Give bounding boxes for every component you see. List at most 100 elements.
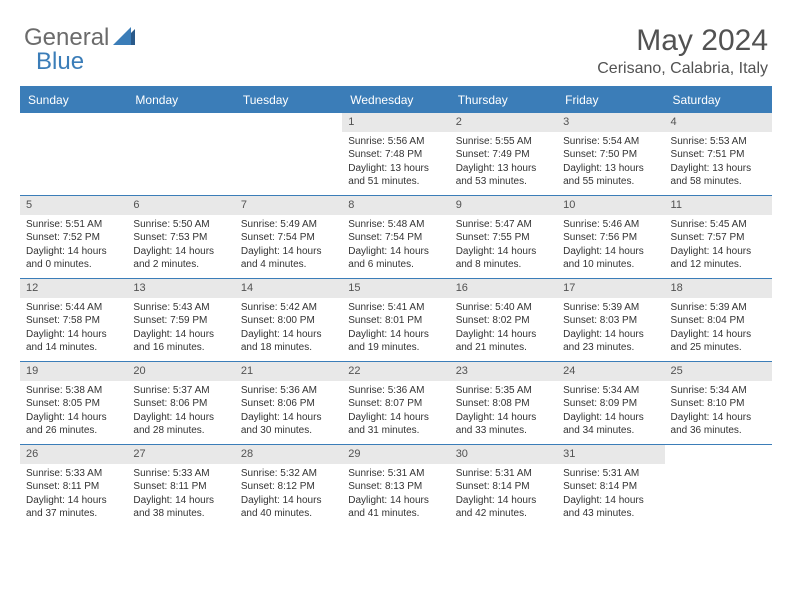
day-cell: 10Sunrise: 5:46 AMSunset: 7:56 PMDayligh… (557, 196, 664, 278)
sunset-line: Sunset: 8:02 PM (456, 314, 551, 328)
day-body: Sunrise: 5:37 AMSunset: 8:06 PMDaylight:… (127, 381, 234, 444)
weekday-monday: Monday (127, 88, 234, 112)
sunrise-line: Sunrise: 5:55 AM (456, 135, 551, 149)
header: General May 2024 Cerisano, Calabria, Ita… (0, 0, 792, 86)
logo-triangle-icon (113, 27, 135, 50)
sunrise-line: Sunrise: 5:31 AM (563, 467, 658, 481)
daylight-line: Daylight: 14 hours and 42 minutes. (456, 494, 551, 521)
sunrise-line: Sunrise: 5:46 AM (563, 218, 658, 232)
day-cell: 4Sunrise: 5:53 AMSunset: 7:51 PMDaylight… (665, 113, 772, 195)
day-cell: 20Sunrise: 5:37 AMSunset: 8:06 PMDayligh… (127, 362, 234, 444)
day-body: Sunrise: 5:38 AMSunset: 8:05 PMDaylight:… (20, 381, 127, 444)
day-cell: 12Sunrise: 5:44 AMSunset: 7:58 PMDayligh… (20, 279, 127, 361)
sunrise-line: Sunrise: 5:48 AM (348, 218, 443, 232)
weekday-friday: Friday (557, 88, 664, 112)
sunrise-line: Sunrise: 5:33 AM (26, 467, 121, 481)
weeks-container: 1Sunrise: 5:56 AMSunset: 7:48 PMDaylight… (20, 112, 772, 527)
day-cell: 29Sunrise: 5:31 AMSunset: 8:13 PMDayligh… (342, 445, 449, 527)
day-body: Sunrise: 5:42 AMSunset: 8:00 PMDaylight:… (235, 298, 342, 361)
sunset-line: Sunset: 7:49 PM (456, 148, 551, 162)
daylight-line: Daylight: 13 hours and 55 minutes. (563, 162, 658, 189)
day-cell: 8Sunrise: 5:48 AMSunset: 7:54 PMDaylight… (342, 196, 449, 278)
day-body: Sunrise: 5:54 AMSunset: 7:50 PMDaylight:… (557, 132, 664, 195)
daylight-line: Daylight: 14 hours and 16 minutes. (133, 328, 228, 355)
sunrise-line: Sunrise: 5:53 AM (671, 135, 766, 149)
sunrise-line: Sunrise: 5:31 AM (348, 467, 443, 481)
sunrise-line: Sunrise: 5:36 AM (348, 384, 443, 398)
day-cell: 2Sunrise: 5:55 AMSunset: 7:49 PMDaylight… (450, 113, 557, 195)
day-cell: 1Sunrise: 5:56 AMSunset: 7:48 PMDaylight… (342, 113, 449, 195)
weekday-thursday: Thursday (450, 88, 557, 112)
day-body: Sunrise: 5:51 AMSunset: 7:52 PMDaylight:… (20, 215, 127, 278)
day-body: Sunrise: 5:35 AMSunset: 8:08 PMDaylight:… (450, 381, 557, 444)
day-body: Sunrise: 5:56 AMSunset: 7:48 PMDaylight:… (342, 132, 449, 195)
day-number: 16 (450, 279, 557, 298)
day-number: 24 (557, 362, 664, 381)
daylight-line: Daylight: 14 hours and 31 minutes. (348, 411, 443, 438)
sunrise-line: Sunrise: 5:49 AM (241, 218, 336, 232)
sunset-line: Sunset: 8:14 PM (456, 480, 551, 494)
daylight-line: Daylight: 14 hours and 14 minutes. (26, 328, 121, 355)
day-cell: 6Sunrise: 5:50 AMSunset: 7:53 PMDaylight… (127, 196, 234, 278)
day-cell: 5Sunrise: 5:51 AMSunset: 7:52 PMDaylight… (20, 196, 127, 278)
sunset-line: Sunset: 7:51 PM (671, 148, 766, 162)
day-body: Sunrise: 5:39 AMSunset: 8:03 PMDaylight:… (557, 298, 664, 361)
day-cell: 30Sunrise: 5:31 AMSunset: 8:14 PMDayligh… (450, 445, 557, 527)
day-cell: 23Sunrise: 5:35 AMSunset: 8:08 PMDayligh… (450, 362, 557, 444)
day-body: Sunrise: 5:40 AMSunset: 8:02 PMDaylight:… (450, 298, 557, 361)
day-number: 30 (450, 445, 557, 464)
day-body: Sunrise: 5:31 AMSunset: 8:14 PMDaylight:… (450, 464, 557, 527)
day-cell: 14Sunrise: 5:42 AMSunset: 8:00 PMDayligh… (235, 279, 342, 361)
sunset-line: Sunset: 7:55 PM (456, 231, 551, 245)
day-number: 8 (342, 196, 449, 215)
day-number: 11 (665, 196, 772, 215)
week-row: 26Sunrise: 5:33 AMSunset: 8:11 PMDayligh… (20, 444, 772, 527)
day-body: Sunrise: 5:55 AMSunset: 7:49 PMDaylight:… (450, 132, 557, 195)
day-number: 5 (20, 196, 127, 215)
daylight-line: Daylight: 14 hours and 43 minutes. (563, 494, 658, 521)
sunrise-line: Sunrise: 5:36 AM (241, 384, 336, 398)
daylight-line: Daylight: 14 hours and 30 minutes. (241, 411, 336, 438)
daylight-line: Daylight: 14 hours and 4 minutes. (241, 245, 336, 272)
logo-blue-row: Blue (36, 48, 84, 76)
daylight-line: Daylight: 14 hours and 8 minutes. (456, 245, 551, 272)
sunset-line: Sunset: 7:56 PM (563, 231, 658, 245)
daylight-line: Daylight: 14 hours and 12 minutes. (671, 245, 766, 272)
sunset-line: Sunset: 8:10 PM (671, 397, 766, 411)
day-cell: 21Sunrise: 5:36 AMSunset: 8:06 PMDayligh… (235, 362, 342, 444)
sunrise-line: Sunrise: 5:44 AM (26, 301, 121, 315)
week-row: 12Sunrise: 5:44 AMSunset: 7:58 PMDayligh… (20, 278, 772, 361)
daylight-line: Daylight: 14 hours and 19 minutes. (348, 328, 443, 355)
daylight-line: Daylight: 14 hours and 6 minutes. (348, 245, 443, 272)
sunrise-line: Sunrise: 5:41 AM (348, 301, 443, 315)
day-number: 1 (342, 113, 449, 132)
day-number: 23 (450, 362, 557, 381)
day-body: Sunrise: 5:49 AMSunset: 7:54 PMDaylight:… (235, 215, 342, 278)
sunset-line: Sunset: 8:08 PM (456, 397, 551, 411)
daylight-line: Daylight: 14 hours and 40 minutes. (241, 494, 336, 521)
day-cell: 17Sunrise: 5:39 AMSunset: 8:03 PMDayligh… (557, 279, 664, 361)
week-row: 5Sunrise: 5:51 AMSunset: 7:52 PMDaylight… (20, 195, 772, 278)
day-cell: 7Sunrise: 5:49 AMSunset: 7:54 PMDaylight… (235, 196, 342, 278)
sunrise-line: Sunrise: 5:38 AM (26, 384, 121, 398)
day-number: 12 (20, 279, 127, 298)
day-cell: 16Sunrise: 5:40 AMSunset: 8:02 PMDayligh… (450, 279, 557, 361)
day-number: 13 (127, 279, 234, 298)
day-cell: 26Sunrise: 5:33 AMSunset: 8:11 PMDayligh… (20, 445, 127, 527)
day-number: 14 (235, 279, 342, 298)
daylight-line: Daylight: 13 hours and 51 minutes. (348, 162, 443, 189)
day-body: Sunrise: 5:44 AMSunset: 7:58 PMDaylight:… (20, 298, 127, 361)
day-cell: 28Sunrise: 5:32 AMSunset: 8:12 PMDayligh… (235, 445, 342, 527)
day-cell: 27Sunrise: 5:33 AMSunset: 8:11 PMDayligh… (127, 445, 234, 527)
day-body: Sunrise: 5:48 AMSunset: 7:54 PMDaylight:… (342, 215, 449, 278)
day-number: 9 (450, 196, 557, 215)
title-block: May 2024 Cerisano, Calabria, Italy (597, 24, 768, 78)
day-body: Sunrise: 5:33 AMSunset: 8:11 PMDaylight:… (20, 464, 127, 527)
daylight-line: Daylight: 14 hours and 41 minutes. (348, 494, 443, 521)
day-number: 25 (665, 362, 772, 381)
day-cell: 11Sunrise: 5:45 AMSunset: 7:57 PMDayligh… (665, 196, 772, 278)
sunrise-line: Sunrise: 5:51 AM (26, 218, 121, 232)
daylight-line: Daylight: 14 hours and 2 minutes. (133, 245, 228, 272)
sunset-line: Sunset: 7:48 PM (348, 148, 443, 162)
week-row: 1Sunrise: 5:56 AMSunset: 7:48 PMDaylight… (20, 112, 772, 195)
